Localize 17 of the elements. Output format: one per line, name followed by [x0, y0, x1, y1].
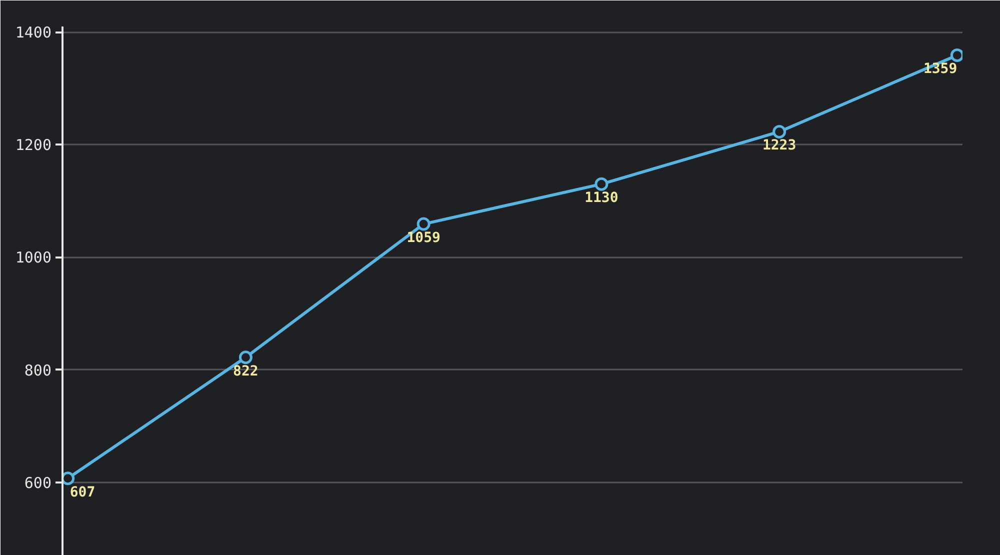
point	[238, 350, 252, 364]
point	[62, 472, 75, 486]
data-label: 1059	[406, 230, 440, 246]
y-tick-label: 600	[24, 474, 52, 492]
data-label: 1359	[923, 61, 958, 78]
point	[950, 48, 962, 62]
data-label: 822	[233, 363, 258, 380]
data-label: 607	[70, 484, 96, 500]
y-tick-label: 800	[24, 361, 52, 380]
data-label: 1130	[584, 190, 618, 206]
data-label: 1223	[762, 138, 796, 154]
y-tick-label: 1200	[15, 136, 52, 154]
point	[772, 125, 786, 138]
point	[416, 217, 430, 231]
point	[594, 177, 608, 191]
y-tick-label: 1000	[15, 248, 52, 267]
y-tick-label: 1400	[15, 24, 52, 42]
